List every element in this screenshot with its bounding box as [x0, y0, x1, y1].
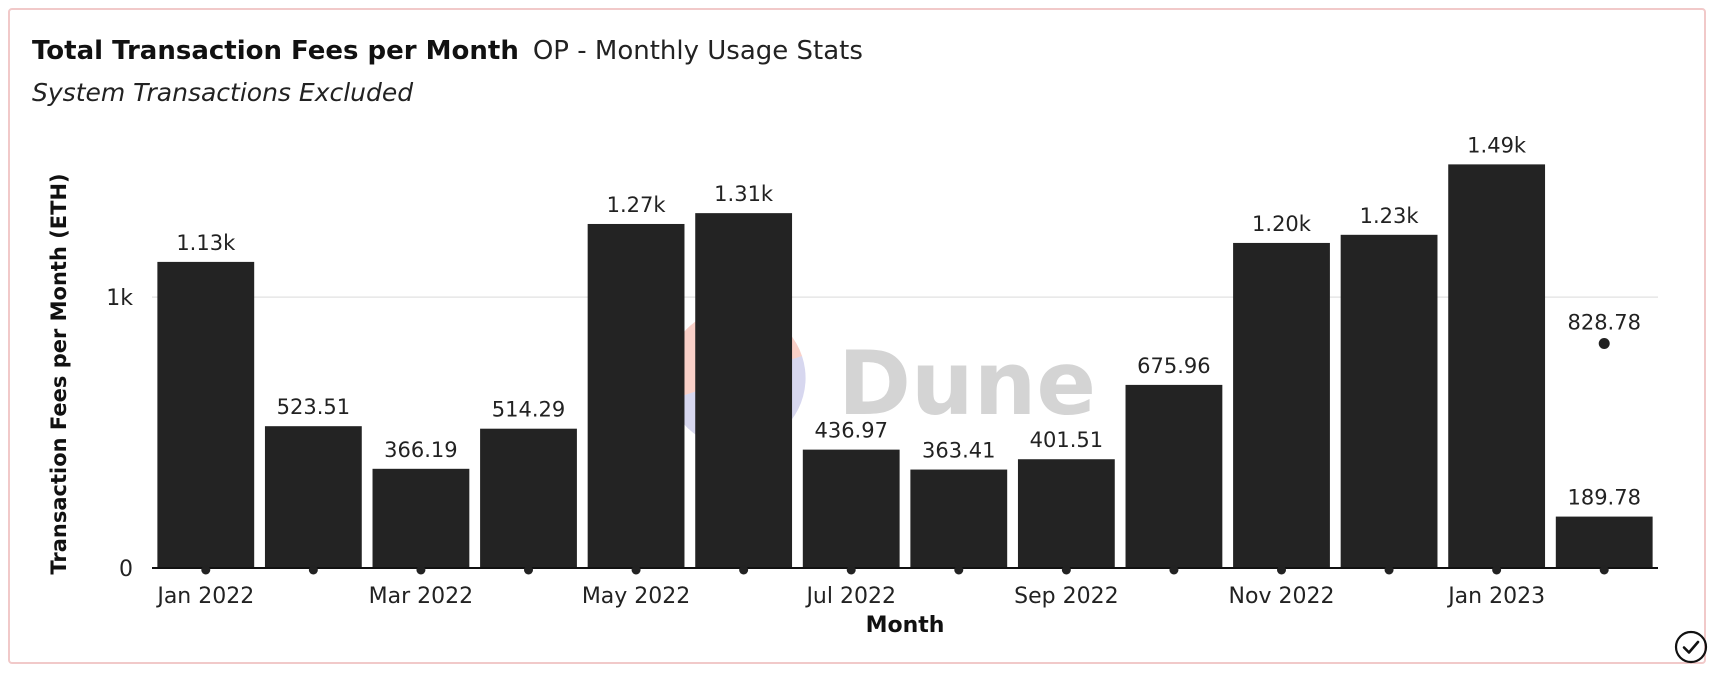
- bar: [372, 468, 470, 568]
- x-tick-label: Nov 2022: [1229, 584, 1335, 609]
- x-tick-label: May 2022: [582, 584, 690, 609]
- bar: [1340, 234, 1438, 568]
- bar-value-label: 1.23k: [1360, 204, 1420, 228]
- bar-value-label: 514.29: [492, 398, 565, 422]
- bar-value-label: 523.51: [277, 395, 350, 419]
- x-tick-mark: [954, 565, 964, 575]
- bar-value-label: 1.31k: [714, 182, 774, 206]
- bar: [1125, 384, 1223, 568]
- x-tick-label: Jul 2022: [804, 584, 896, 609]
- x-tick-label: Sep 2022: [1014, 584, 1118, 609]
- x-tick-mark: [631, 565, 641, 575]
- x-tick-mark: [846, 565, 856, 575]
- bar: [264, 426, 362, 568]
- y-tick-label: 1k: [106, 286, 133, 311]
- x-tick-label: Jan 2022: [155, 584, 254, 609]
- bar-value-label: 366.19: [384, 438, 457, 462]
- chart-title: Total Transaction Fees per Month: [32, 36, 519, 66]
- bar: [157, 261, 255, 568]
- x-tick-mark: [308, 565, 318, 575]
- chart-header: Total Transaction Fees per Month OP - Mon…: [32, 36, 863, 66]
- x-tick-mark: [1492, 565, 1502, 575]
- bar-value-label: 401.51: [1030, 428, 1103, 452]
- x-tick-mark: [1599, 565, 1609, 575]
- bar-value-label: 1.20k: [1252, 212, 1312, 236]
- bar: [587, 223, 685, 569]
- bar-value-label: 1.27k: [607, 193, 667, 217]
- y-axis-title: Transaction Fees per Month (ETH): [47, 173, 71, 574]
- x-tick-mark: [1169, 565, 1179, 575]
- bar-value-label: 1.13k: [176, 231, 236, 255]
- x-tick-label: Jan 2023: [1446, 584, 1545, 609]
- x-tick-mark: [201, 565, 211, 575]
- bar: [802, 449, 900, 568]
- bar-value-label: 675.96: [1137, 354, 1210, 378]
- x-tick-mark: [524, 565, 533, 575]
- bar-value-label: 189.78: [1567, 486, 1640, 510]
- bar: [1017, 459, 1115, 568]
- bar: [1233, 242, 1330, 568]
- watermark-text: Dune: [838, 332, 1096, 435]
- scatter-value-label: 828.78: [1567, 310, 1640, 334]
- bar: [1448, 164, 1546, 568]
- x-tick-mark: [416, 565, 426, 575]
- query-name[interactable]: OP - Monthly Usage Stats: [532, 36, 863, 66]
- bar-value-label: 1.49k: [1467, 133, 1527, 157]
- bar-value-label: 436.97: [814, 419, 887, 443]
- x-tick-mark: [1061, 565, 1071, 575]
- chart-description: System Transactions Excluded: [32, 78, 414, 107]
- bar: [910, 469, 1008, 568]
- x-tick-mark: [739, 565, 749, 575]
- bar: [1555, 516, 1653, 568]
- check-circle-icon[interactable]: [1674, 630, 1708, 664]
- bar: [695, 213, 793, 569]
- y-tick-label: 0: [119, 557, 133, 582]
- bar-value-label: 363.41: [922, 439, 995, 463]
- x-tick-label: Mar 2022: [369, 584, 474, 609]
- x-axis-title: Month: [866, 613, 945, 638]
- x-tick-mark: [1384, 565, 1394, 575]
- x-tick-mark: [1277, 565, 1286, 575]
- scatter-point: [1598, 337, 1610, 349]
- bar: [480, 428, 577, 568]
